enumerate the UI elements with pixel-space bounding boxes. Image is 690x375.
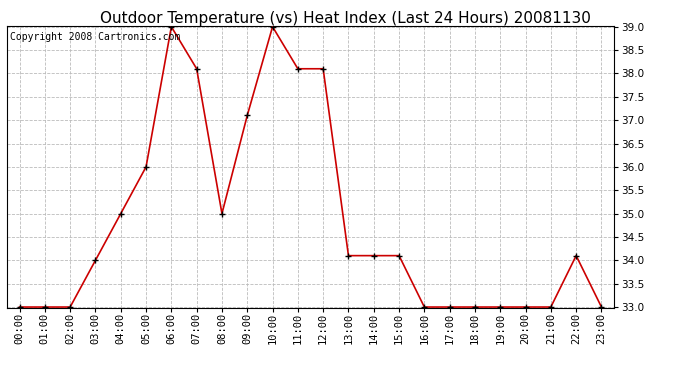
- Text: Copyright 2008 Cartronics.com: Copyright 2008 Cartronics.com: [10, 32, 180, 42]
- Text: Outdoor Temperature (vs) Heat Index (Last 24 Hours) 20081130: Outdoor Temperature (vs) Heat Index (Las…: [99, 11, 591, 26]
